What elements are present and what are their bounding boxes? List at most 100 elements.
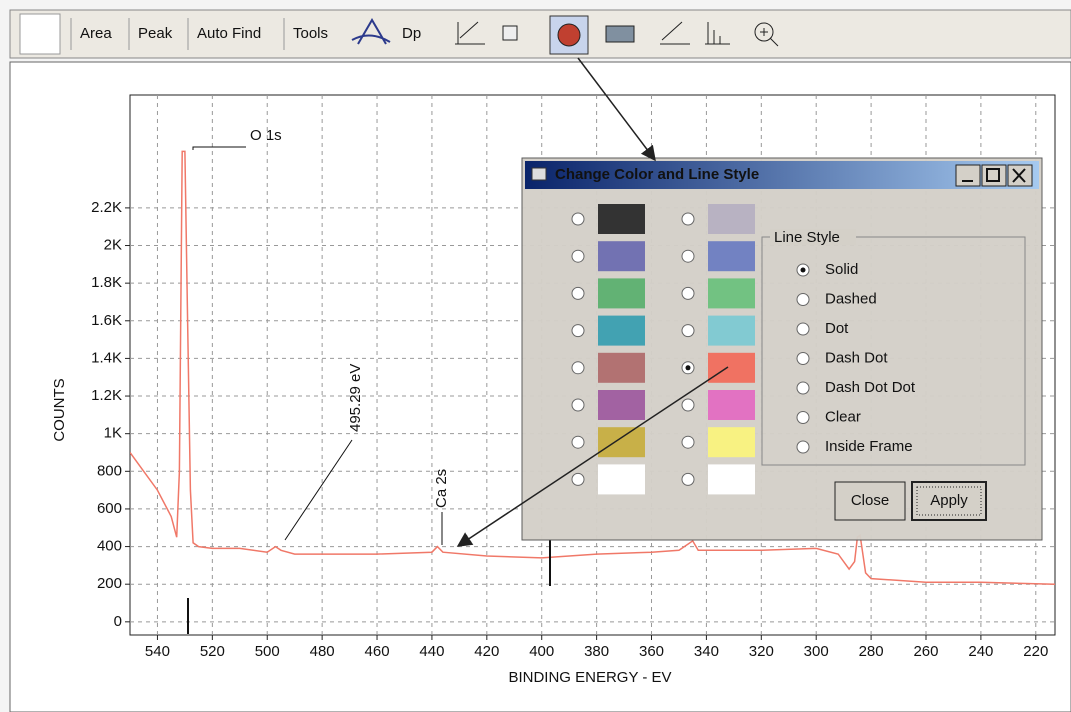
callout-arrow: [456, 366, 729, 547]
x-tick-label: 440: [419, 643, 444, 660]
color-radio[interactable]: [681, 212, 695, 226]
axis-icon: [455, 21, 485, 45]
leader: [284, 439, 353, 541]
print-icon[interactable]: [605, 25, 635, 43]
color-radio[interactable]: [571, 472, 585, 486]
minimize-button[interactable]: [955, 164, 981, 187]
color-radio[interactable]: [681, 398, 695, 412]
palette: [557, 23, 581, 47]
style-radio[interactable]: [796, 352, 810, 365]
color-swatch[interactable]: [708, 241, 755, 272]
x-tick-label: 500: [255, 643, 280, 660]
style-option[interactable]: Inside Frame: [825, 438, 913, 455]
x-tick-label: 400: [529, 643, 554, 660]
style-radio[interactable]: [796, 440, 810, 454]
overlay: O 1s 495.29 eV Ca 2s: [187, 127, 551, 634]
dialog-button[interactable]: [911, 481, 987, 521]
zoom-handle: [760, 28, 779, 47]
color-radio[interactable]: [571, 286, 585, 300]
x-tick-label: 360: [639, 643, 664, 660]
color-swatch[interactable]: [708, 427, 755, 458]
color-swatch[interactable]: [708, 204, 755, 234]
dialog-button-label: Close: [851, 492, 889, 509]
x-tick-label: 340: [694, 643, 719, 660]
edit-icon[interactable]: [660, 21, 690, 45]
color-radio[interactable]: [681, 249, 695, 263]
color-swatch[interactable]: [598, 278, 645, 309]
window-glyphs: [962, 168, 1026, 183]
y-tick-label: 600: [97, 500, 122, 517]
toolbar-button[interactable]: Peak: [138, 25, 173, 42]
color-radio[interactable]: [571, 361, 585, 375]
y-tick-label: 1.6K: [91, 312, 122, 329]
toolbar-button[interactable]: Auto Find: [197, 25, 261, 42]
font-icon: [351, 18, 391, 45]
color-radio[interactable]: [571, 435, 585, 449]
x-tick-label: 480: [310, 643, 335, 660]
style-option[interactable]: Solid: [825, 261, 858, 278]
color-swatch[interactable]: [598, 464, 645, 495]
color-radio[interactable]: [571, 324, 585, 338]
title-bar: [525, 161, 1039, 189]
style-option[interactable]: Dash Dot Dot: [825, 379, 916, 396]
toolbar-button-disabled[interactable]: Dp: [402, 25, 421, 42]
toolbar-button[interactable]: Tools: [293, 25, 328, 42]
annotation: O 1s: [250, 127, 282, 144]
annotation: 495.29 eV: [347, 364, 364, 432]
dialog-button-label: Apply: [930, 492, 968, 509]
dialog: Change Color and Line Style Line Style Sol…: [521, 157, 1043, 541]
color-swatch[interactable]: [708, 352, 755, 383]
style-radio[interactable]: [796, 411, 810, 424]
x-tick-label: 320: [749, 643, 774, 660]
color-radio[interactable]: [571, 249, 585, 263]
dialog-button[interactable]: [834, 481, 906, 521]
style-radio[interactable]: [796, 322, 810, 336]
focus-ring: [916, 486, 982, 516]
zoom-icon[interactable]: [754, 22, 774, 42]
group-label-bg: [770, 229, 856, 245]
color-swatch[interactable]: [598, 204, 645, 234]
color-swatch[interactable]: [708, 390, 755, 420]
color-radio[interactable]: [681, 472, 695, 486]
color-radio[interactable]: [681, 286, 695, 300]
annotation: Ca 2s: [433, 469, 450, 508]
x-tick-label: 540: [145, 643, 170, 660]
style-option[interactable]: Dash Dot: [825, 349, 888, 366]
color-radio[interactable]: [571, 212, 585, 226]
spectrum-line: [130, 150, 1055, 585]
y-tick-label: 1.2K: [91, 387, 122, 404]
y-tick-label: 200: [97, 575, 122, 592]
y-tick-label: 400: [97, 538, 122, 555]
color-radio[interactable]: [681, 435, 695, 449]
color-swatch[interactable]: [598, 352, 645, 383]
y-tick-label: 1.8K: [91, 274, 122, 291]
style-option[interactable]: Dashed: [825, 290, 877, 307]
x-tick-label: 280: [859, 643, 884, 660]
toolbar-button[interactable]: Area: [80, 25, 112, 42]
style-option[interactable]: Dot: [825, 320, 849, 337]
color-swatch[interactable]: [598, 427, 645, 458]
color-radio[interactable]: [571, 398, 585, 412]
leader: [192, 146, 246, 150]
style-option[interactable]: Clear: [825, 408, 861, 425]
color-swatch[interactable]: [708, 315, 755, 346]
style-radio[interactable]: [796, 381, 810, 395]
color-swatch[interactable]: [708, 464, 755, 495]
color-swatch[interactable]: [598, 315, 645, 346]
y-axis-label: COUNTS: [51, 378, 68, 441]
title-icon: [531, 167, 547, 181]
bars-icon[interactable]: [705, 22, 730, 45]
toolbar-field: [19, 13, 61, 55]
color-swatch[interactable]: [598, 390, 645, 420]
x-tick-label: 260: [913, 643, 938, 660]
x-tick-label: 240: [968, 643, 993, 660]
color-swatch[interactable]: [708, 278, 755, 309]
group-label: Line Style: [774, 229, 840, 246]
x-tick-label: 220: [1023, 643, 1048, 660]
x-tick-label: 380: [584, 643, 609, 660]
color-swatch[interactable]: [598, 241, 645, 272]
color-radio[interactable]: [681, 324, 695, 338]
y-tick-label: 800: [97, 462, 122, 479]
callout-arrow: [577, 57, 656, 162]
style-radio[interactable]: [796, 293, 810, 306]
